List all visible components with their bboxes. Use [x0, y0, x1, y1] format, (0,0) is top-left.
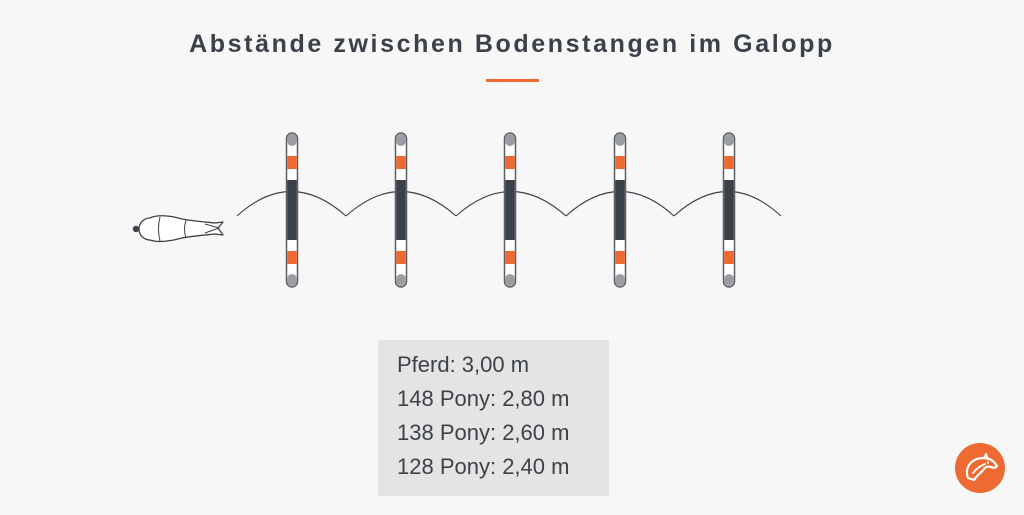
ground-pole [613, 132, 627, 288]
distance-horse: Pferd: 3,00 m [397, 352, 530, 377]
horse-top-view-icon [132, 215, 224, 243]
ground-pole [285, 132, 299, 288]
title-underline [486, 79, 539, 82]
distance-pony-148: 148 Pony: 2,80 m [397, 386, 570, 411]
page-title: Abstände zwischen Bodenstangen im Galopp [189, 30, 835, 58]
distance-pony-128: 128 Pony: 2,40 m [397, 454, 570, 479]
distance-pony-138: 138 Pony: 2,60 m [397, 420, 570, 445]
distance-info-box: Pferd: 3,00 m 148 Pony: 2,80 m 138 Pony:… [378, 340, 609, 496]
horse-head-logo-icon [955, 443, 1005, 493]
ground-pole [503, 132, 517, 288]
ground-pole [394, 132, 408, 288]
ground-pole [722, 132, 736, 288]
